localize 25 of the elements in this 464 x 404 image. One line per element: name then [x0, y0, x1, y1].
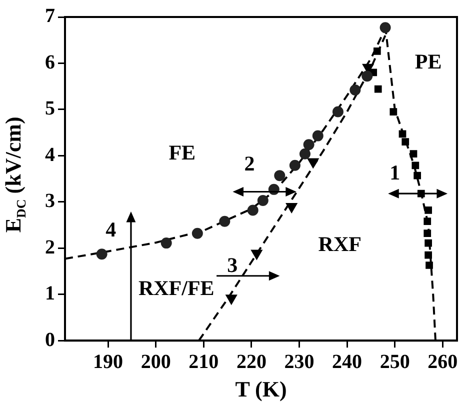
x-tick-label: 190 — [93, 350, 124, 373]
x-tick-label: 260 — [428, 350, 458, 373]
y-tick-label: 5 — [45, 98, 55, 120]
annotation: PE — [414, 50, 442, 74]
annotation: RXF/FE — [138, 276, 214, 300]
annotation: 3 — [227, 253, 238, 278]
y-tick-label: 2 — [45, 236, 55, 258]
x-tick-label: 250 — [380, 350, 410, 373]
y-tick-label: 0 — [45, 328, 55, 351]
annotation: 4 — [106, 217, 117, 242]
y-tick-label: 6 — [45, 51, 55, 74]
annotation: RXF — [318, 232, 362, 256]
annotation: 2 — [244, 151, 255, 176]
y-tick-label: 3 — [45, 190, 55, 212]
annotation: 1 — [390, 160, 400, 185]
y-tick-label: 4 — [45, 144, 55, 166]
y-tick-label: 1 — [45, 282, 55, 305]
x-tick-label: 220 — [236, 350, 266, 373]
x-tick-label: 210 — [188, 350, 219, 373]
x-tick-label: 230 — [284, 350, 314, 373]
y-tick-label: 7 — [45, 5, 55, 28]
x-tick-label: 200 — [140, 350, 171, 373]
annotation: FE — [168, 140, 196, 164]
x-axis-title: T (K) — [235, 376, 287, 402]
x-tick-label: 240 — [332, 350, 362, 373]
